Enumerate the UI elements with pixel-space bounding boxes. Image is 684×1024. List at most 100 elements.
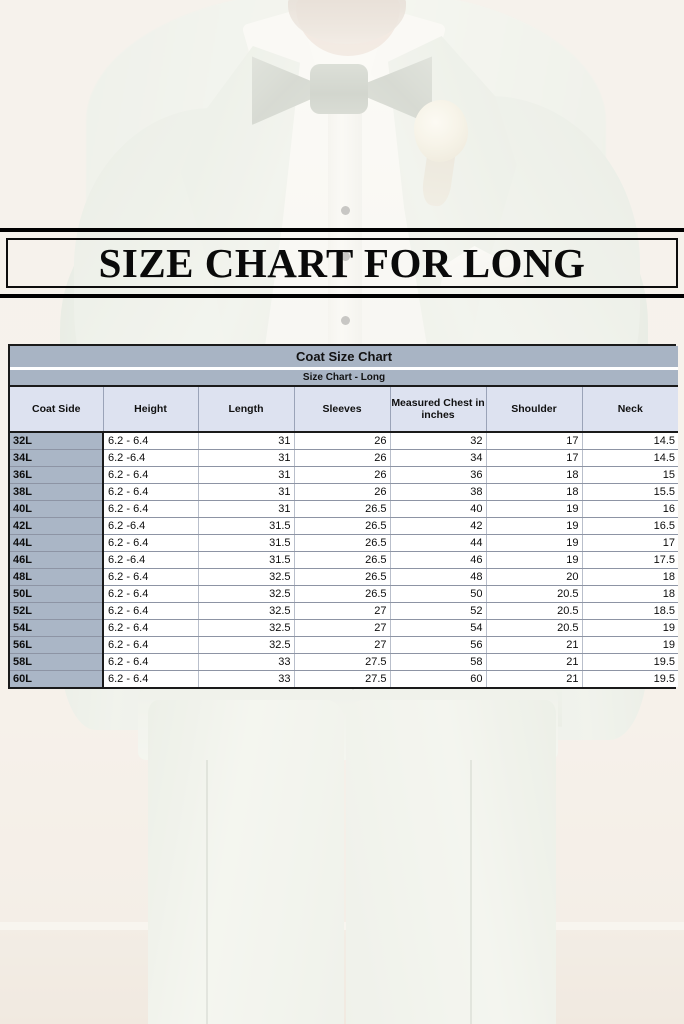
column-header-measured-chest: Measured Chest in inches: [390, 386, 487, 433]
cell-sleeves: 27.5: [294, 653, 391, 671]
table-body: 32L 6.2 - 6.4 31 26 32 17 14.5 34L 6.2 -6.4 31 26 3…: [10, 432, 679, 687]
cell-height: 6.2 - 6.4: [103, 602, 199, 620]
cell-height: 6.2 -6.4: [103, 517, 199, 535]
cell-height: 6.2 - 6.4: [103, 432, 199, 450]
table-row: 50L 6.2 - 6.4 32.5 26.5 50 20.5 18: [10, 585, 679, 603]
cell-neck: 17: [582, 534, 679, 552]
cell-length: 32.5: [198, 585, 295, 603]
cell-sleeves: 26.5: [294, 585, 391, 603]
cell-shoulder: 20: [486, 568, 583, 586]
cell-coat-side: 42L: [10, 517, 104, 535]
cell-neck: 19: [582, 619, 679, 637]
shirt-stud-icon: [341, 316, 350, 325]
cell-measured-chest: 60: [390, 670, 487, 687]
cell-coat-side: 48L: [10, 568, 104, 586]
cell-measured-chest: 44: [390, 534, 487, 552]
column-header-sleeves: Sleeves: [294, 386, 391, 433]
cell-neck: 19.5: [582, 653, 679, 671]
cell-neck: 19: [582, 636, 679, 654]
cell-measured-chest: 42: [390, 517, 487, 535]
cell-shoulder: 19: [486, 534, 583, 552]
cell-height: 6.2 - 6.4: [103, 483, 199, 501]
table-title-row: Coat Size Chart: [10, 346, 679, 369]
cell-length: 31: [198, 466, 295, 484]
table-row: 60L 6.2 - 6.4 33 27.5 60 21 19.5: [10, 670, 679, 687]
cell-height: 6.2 -6.4: [103, 449, 199, 467]
cell-neck: 15: [582, 466, 679, 484]
table-row: 44L 6.2 - 6.4 31.5 26.5 44 19 17: [10, 534, 679, 552]
column-header-height: Height: [103, 386, 199, 433]
cell-coat-side: 60L: [10, 670, 104, 687]
cell-neck: 18: [582, 585, 679, 603]
cell-shoulder: 21: [486, 670, 583, 687]
cell-coat-side: 50L: [10, 585, 104, 603]
cell-measured-chest: 36: [390, 466, 487, 484]
cell-sleeves: 26: [294, 483, 391, 501]
cell-measured-chest: 56: [390, 636, 487, 654]
cell-height: 6.2 - 6.4: [103, 636, 199, 654]
table-row: 54L 6.2 - 6.4 32.5 27 54 20.5 19: [10, 619, 679, 637]
cell-coat-side: 34L: [10, 449, 104, 467]
cell-neck: 16: [582, 500, 679, 518]
table-row: 46L 6.2 -6.4 31.5 26.5 46 19 17.5: [10, 551, 679, 569]
cell-coat-side: 52L: [10, 602, 104, 620]
cell-measured-chest: 48: [390, 568, 487, 586]
cell-height: 6.2 - 6.4: [103, 500, 199, 518]
cell-length: 32.5: [198, 619, 295, 637]
cell-measured-chest: 46: [390, 551, 487, 569]
cell-neck: 18.5: [582, 602, 679, 620]
cell-length: 32.5: [198, 568, 295, 586]
cell-length: 31: [198, 500, 295, 518]
trouser-right-crease: [470, 760, 472, 1024]
cell-shoulder: 17: [486, 449, 583, 467]
cell-height: 6.2 - 6.4: [103, 534, 199, 552]
page-title: SIZE CHART FOR LONG: [98, 239, 586, 286]
cell-shoulder: 21: [486, 636, 583, 654]
cell-shoulder: 17: [486, 432, 583, 450]
cell-shoulder: 18: [486, 483, 583, 501]
cell-measured-chest: 32: [390, 432, 487, 450]
cell-shoulder: 19: [486, 517, 583, 535]
cell-height: 6.2 - 6.4: [103, 653, 199, 671]
cell-neck: 14.5: [582, 449, 679, 467]
table-row: 48L 6.2 - 6.4 32.5 26.5 48 20 18: [10, 568, 679, 586]
trouser-right-leg: [346, 700, 556, 1024]
cell-length: 32.5: [198, 602, 295, 620]
cell-measured-chest: 40: [390, 500, 487, 518]
cell-sleeves: 26.5: [294, 534, 391, 552]
cell-sleeves: 27.5: [294, 670, 391, 687]
table-row: 52L 6.2 - 6.4 32.5 27 52 20.5 18.5: [10, 602, 679, 620]
cell-coat-side: 32L: [10, 432, 104, 450]
cell-shoulder: 20.5: [486, 585, 583, 603]
coat-size-chart-table: Coat Size Chart Size Chart - Long Coat S…: [8, 344, 679, 689]
cell-coat-side: 44L: [10, 534, 104, 552]
table-head: Coat Size Chart Size Chart - Long Coat S…: [10, 346, 679, 433]
cell-coat-side: 36L: [10, 466, 104, 484]
column-header-row: Coat Side Height Length Sleeves Measured…: [10, 386, 679, 433]
trouser-left-crease: [206, 760, 208, 1024]
cell-coat-side: 38L: [10, 483, 104, 501]
cell-neck: 15.5: [582, 483, 679, 501]
cell-neck: 14.5: [582, 432, 679, 450]
cell-length: 32.5: [198, 636, 295, 654]
cell-sleeves: 26.5: [294, 551, 391, 569]
cell-sleeves: 26.5: [294, 500, 391, 518]
table-subtitle-row: Size Chart - Long: [10, 366, 679, 387]
table-row: 56L 6.2 - 6.4 32.5 27 56 21 19: [10, 636, 679, 654]
cell-sleeves: 26: [294, 466, 391, 484]
bow-tie-knot: [310, 64, 368, 114]
cell-neck: 16.5: [582, 517, 679, 535]
cell-neck: 18: [582, 568, 679, 586]
cell-height: 6.2 - 6.4: [103, 466, 199, 484]
cell-shoulder: 19: [486, 551, 583, 569]
trouser-left-leg: [148, 700, 344, 1024]
title-banner-inner-border: SIZE CHART FOR LONG: [6, 238, 678, 288]
cell-length: 31.5: [198, 534, 295, 552]
cell-coat-side: 40L: [10, 500, 104, 518]
cell-length: 31: [198, 432, 295, 450]
table-row: 42L 6.2 -6.4 31.5 26.5 42 19 16.5: [10, 517, 679, 535]
cell-measured-chest: 52: [390, 602, 487, 620]
cell-sleeves: 27: [294, 636, 391, 654]
cell-shoulder: 21: [486, 653, 583, 671]
